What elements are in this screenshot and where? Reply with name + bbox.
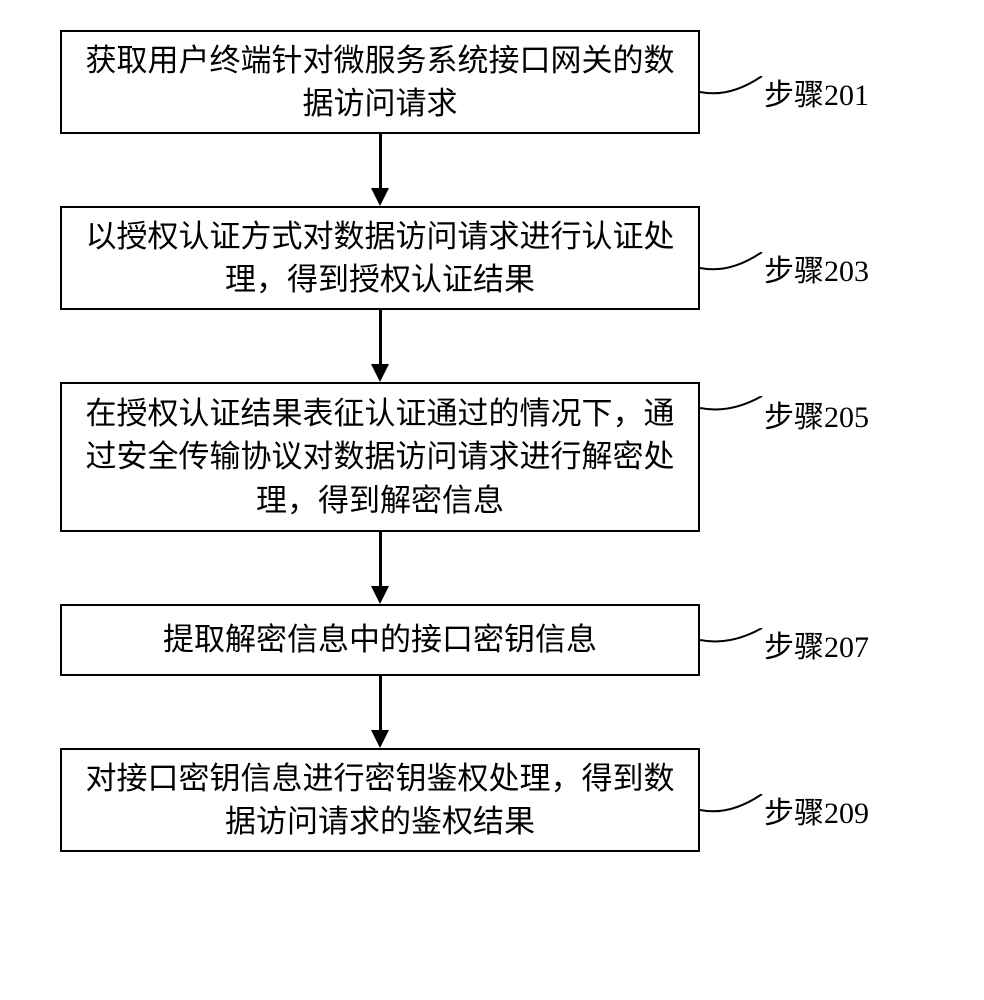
step-text-line: 据访问请求的鉴权结果	[225, 800, 535, 843]
step-row-s201: 获取用户终端针对微服务系统接口网关的数据访问请求 步骤201	[60, 30, 924, 134]
label-connector-s205	[700, 396, 766, 432]
step-text-line: 理，得到解密信息	[256, 479, 504, 522]
step-row-s203: 以授权认证方式对数据访问请求进行认证处理，得到授权认证结果 步骤203	[60, 206, 924, 310]
step-label-s209: 步骤209	[764, 788, 869, 832]
label-connector-s209	[700, 794, 766, 834]
label-connector-s201	[700, 76, 766, 116]
step-box-s203: 以授权认证方式对数据访问请求进行认证处理，得到授权认证结果	[60, 206, 700, 310]
arrow-s203-to-s205	[60, 310, 700, 382]
step-text-line: 以授权认证方式对数据访问请求进行认证处	[86, 215, 675, 258]
arrow-shaft	[379, 676, 382, 732]
step-text-line: 获取用户终端针对微服务系统接口网关的数	[86, 39, 675, 82]
step-label-s205: 步骤205	[764, 392, 869, 436]
step-row-s207: 提取解密信息中的接口密钥信息 步骤207	[60, 604, 924, 676]
step-label-s207: 步骤207	[764, 622, 869, 666]
label-connector-s207	[700, 628, 766, 664]
arrow-shaft	[379, 532, 382, 588]
step-text-line: 理，得到授权认证结果	[225, 258, 535, 301]
arrow-head-icon	[371, 188, 389, 206]
step-text-line: 在授权认证结果表征认证通过的情况下，通	[86, 392, 675, 435]
label-connector-s203	[700, 252, 766, 292]
arrow-shaft	[379, 134, 382, 190]
step-row-s205: 在授权认证结果表征认证通过的情况下，通过安全传输协议对数据访问请求进行解密处理，…	[60, 382, 924, 532]
step-text-line: 据访问请求	[303, 82, 458, 125]
step-box-s205: 在授权认证结果表征认证通过的情况下，通过安全传输协议对数据访问请求进行解密处理，…	[60, 382, 700, 532]
flowchart-container: 获取用户终端针对微服务系统接口网关的数据访问请求 步骤201 以授权认证方式对数据访…	[60, 30, 924, 852]
arrow-shaft	[379, 310, 382, 366]
step-text-line: 过安全传输协议对数据访问请求进行解密处	[86, 435, 675, 478]
arrow-s201-to-s203	[60, 134, 700, 206]
arrow-s207-to-s209	[60, 676, 700, 748]
arrow-head-icon	[371, 586, 389, 604]
step-text-line: 对接口密钥信息进行密钥鉴权处理，得到数	[86, 757, 675, 800]
arrow-head-icon	[371, 364, 389, 382]
step-row-s209: 对接口密钥信息进行密钥鉴权处理，得到数据访问请求的鉴权结果 步骤209	[60, 748, 924, 852]
step-label-s201: 步骤201	[764, 70, 869, 114]
step-box-s201: 获取用户终端针对微服务系统接口网关的数据访问请求	[60, 30, 700, 134]
step-label-s203: 步骤203	[764, 246, 869, 290]
arrow-head-icon	[371, 730, 389, 748]
step-box-s207: 提取解密信息中的接口密钥信息	[60, 604, 700, 676]
step-text-line: 提取解密信息中的接口密钥信息	[163, 618, 597, 661]
step-box-s209: 对接口密钥信息进行密钥鉴权处理，得到数据访问请求的鉴权结果	[60, 748, 700, 852]
arrow-s205-to-s207	[60, 532, 700, 604]
